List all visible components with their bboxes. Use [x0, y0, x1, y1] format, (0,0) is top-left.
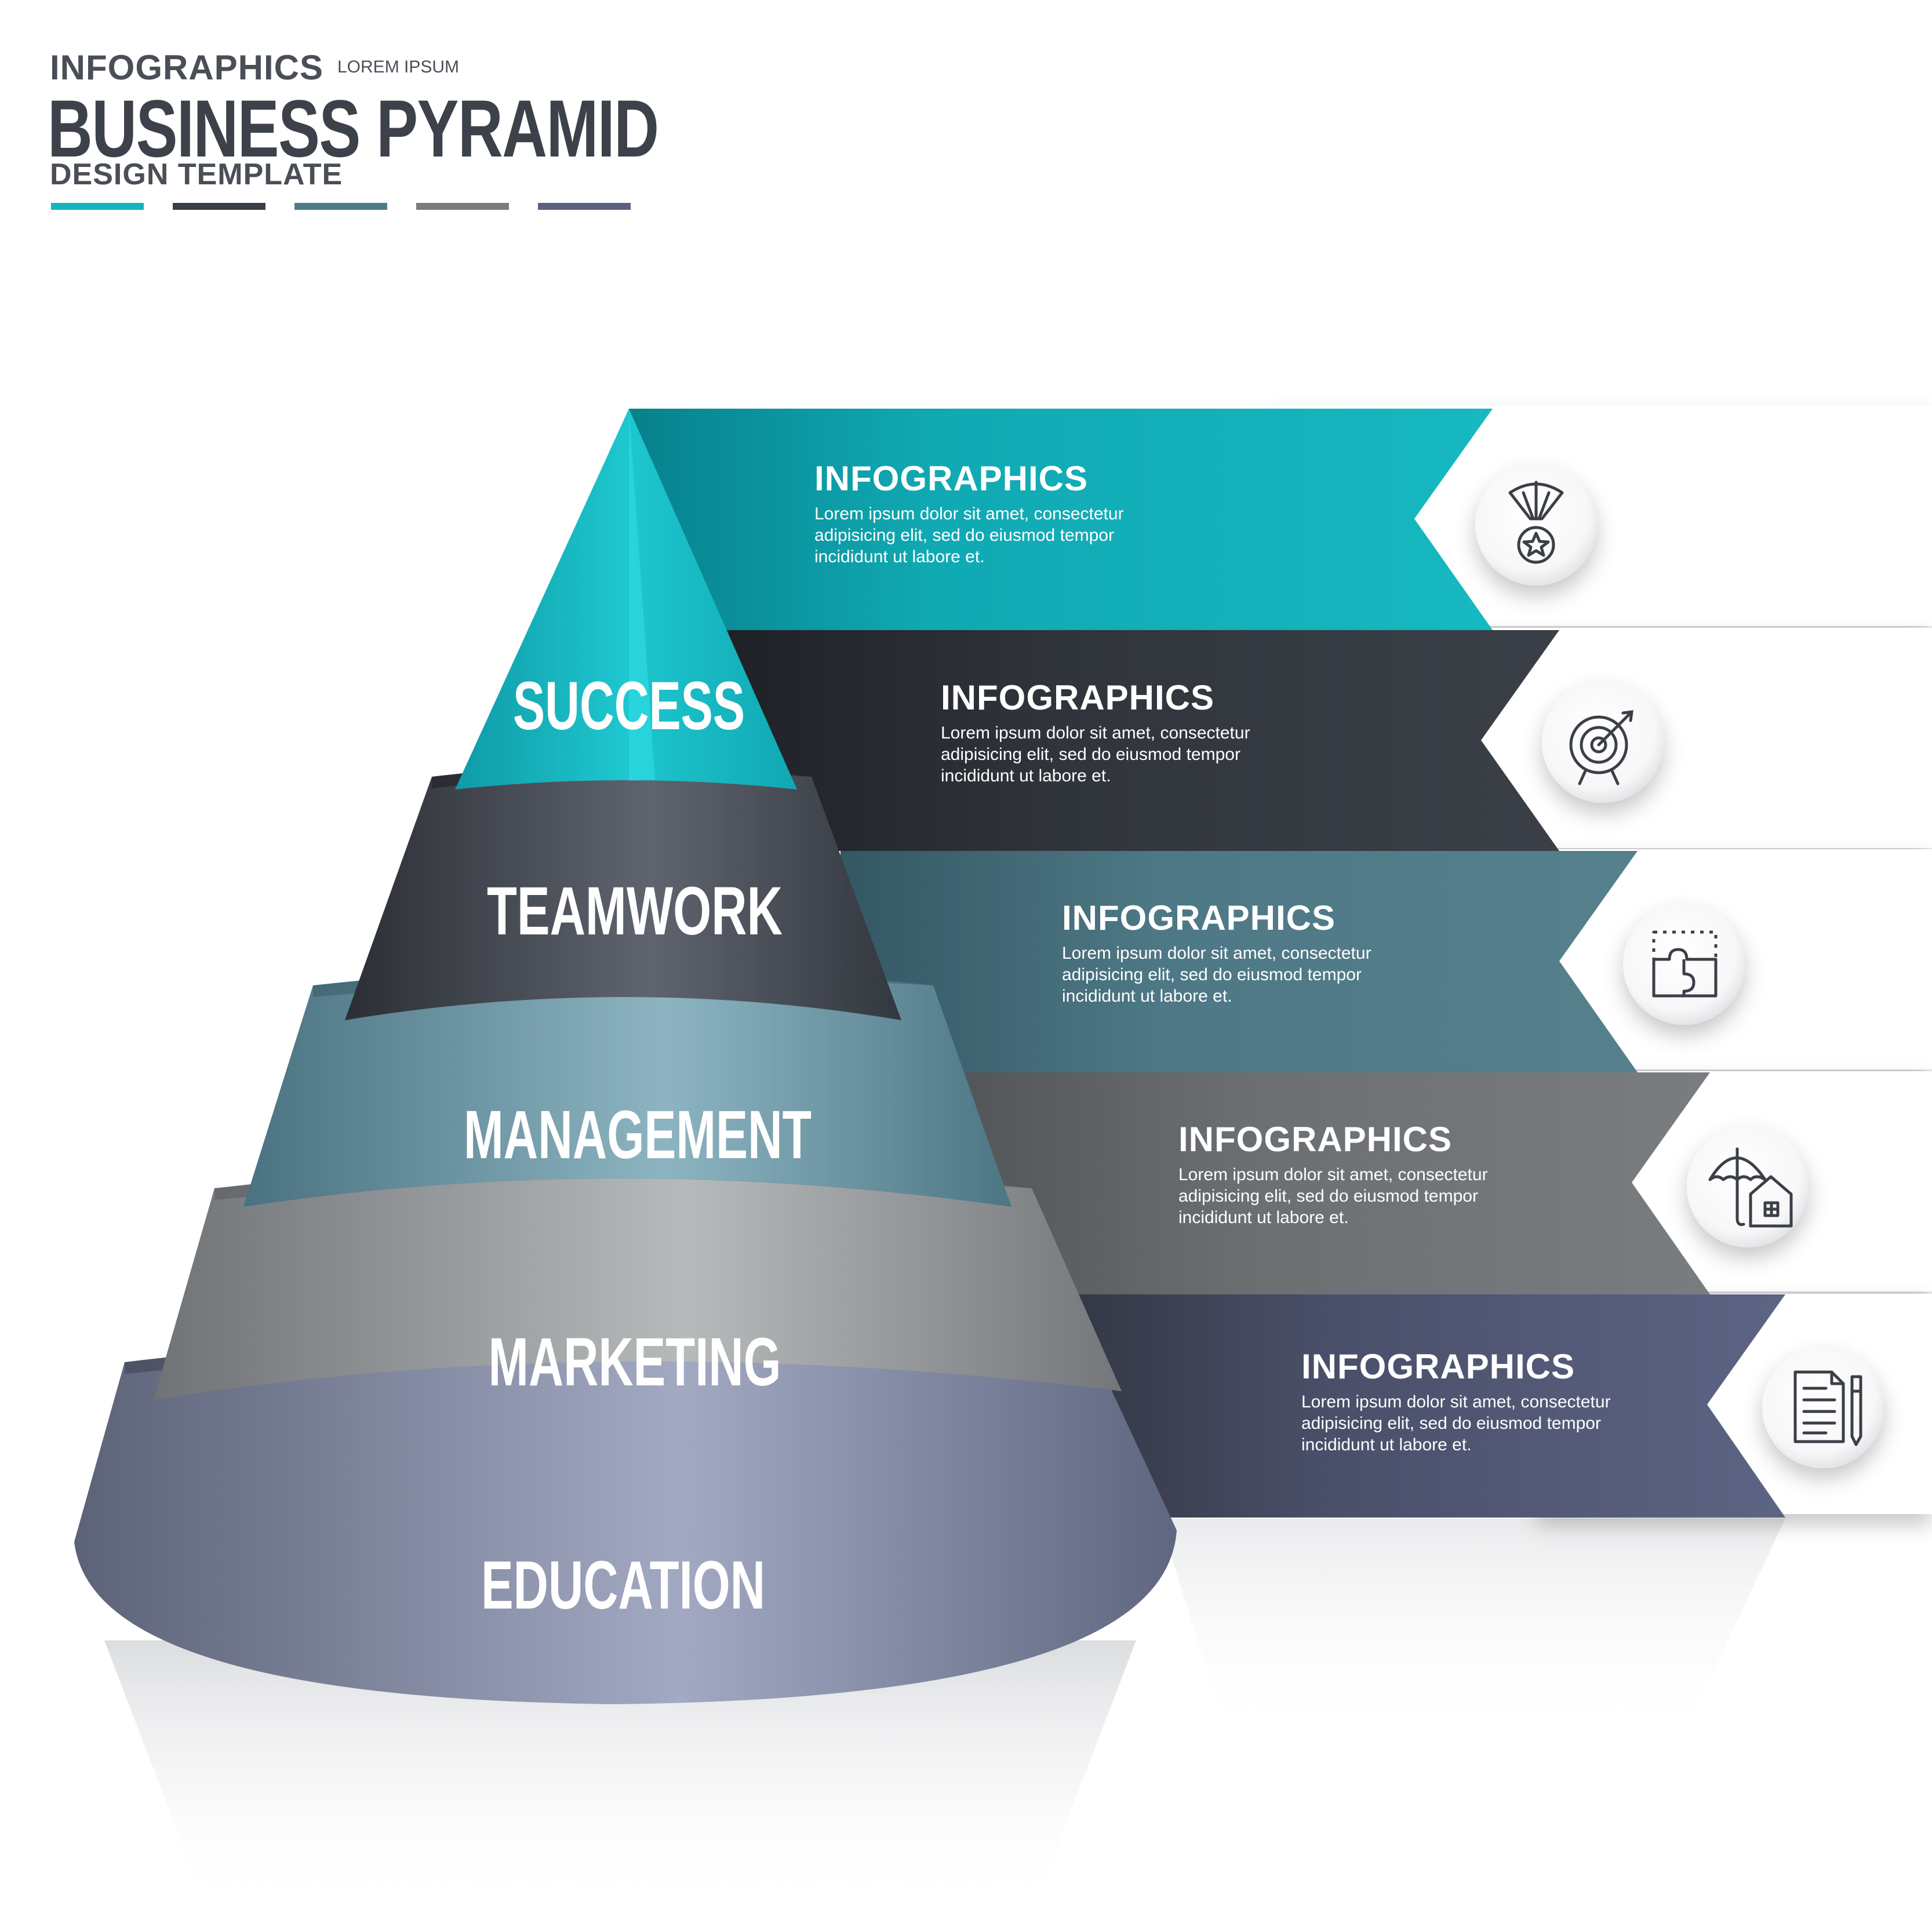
header-title: BUSINESS PYRAMID	[48, 83, 659, 174]
tier-2-label: TEAMWORK	[487, 873, 783, 949]
medal-icon	[1508, 481, 1564, 564]
panel-3-desc: Lorem ipsum dolor sit amet, consectetur …	[1062, 944, 1371, 1006]
panel-2-desc: Lorem ipsum dolor sit amet, consectetur …	[941, 723, 1250, 785]
panel-3-shape	[841, 851, 1638, 1072]
umbrella-house-icon	[1708, 1147, 1793, 1228]
panel-4-title: INFOGRAPHICS	[1178, 1120, 1453, 1159]
panel-3-title: INFOGRAPHICS	[1062, 898, 1336, 937]
panel-1-shape	[629, 409, 1493, 630]
panel-5-shape	[1032, 1294, 1785, 1518]
header-color-bar-3	[294, 203, 387, 210]
panel-5-text: INFOGRAPHICS Lorem ipsum dolor sit amet,…	[1301, 1346, 1661, 1456]
panel-2-text: INFOGRAPHICS Lorem ipsum dolor sit amet,…	[941, 677, 1300, 787]
header-color-bar-2	[173, 203, 265, 210]
panel-reflection	[1159, 1519, 1785, 1739]
panel-3-text: INFOGRAPHICS Lorem ipsum dolor sit amet,…	[1062, 897, 1421, 1007]
header-kicker: INFOGRAPHICS	[50, 48, 324, 87]
panel-1-title: INFOGRAPHICS	[814, 459, 1089, 498]
header-color-bar-5	[538, 203, 631, 210]
target-icon	[1569, 710, 1633, 785]
header-subtitle: DESIGN TEMPLATE	[50, 158, 343, 191]
tier-3-label: MANAGEMENT	[464, 1097, 812, 1173]
circle-4	[1687, 1126, 1809, 1247]
panel-1-desc: Lorem ipsum dolor sit amet, consectetur …	[814, 504, 1124, 566]
panel-5-title: INFOGRAPHICS	[1301, 1347, 1576, 1386]
panel-4-desc: Lorem ipsum dolor sit amet, consectetur …	[1178, 1165, 1488, 1227]
tier-5-label: EDUCATION	[481, 1547, 765, 1624]
circle-5	[1762, 1347, 1884, 1468]
document-pen-icon	[1793, 1370, 1862, 1446]
panel-5-desc: Lorem ipsum dolor sit amet, consectetur …	[1301, 1392, 1611, 1454]
panel-4-text: INFOGRAPHICS Lorem ipsum dolor sit amet,…	[1178, 1119, 1538, 1228]
tier-1-label: SUCCESS	[513, 668, 745, 744]
circle-1	[1475, 464, 1597, 585]
tier-4-label: MARKETING	[489, 1324, 781, 1400]
header-color-bar-4	[416, 203, 509, 210]
panel-2-title: INFOGRAPHICS	[941, 678, 1215, 717]
panel-2-shape	[722, 630, 1559, 851]
header-tag: LOREM IPSUM	[337, 57, 460, 77]
pyramid-reflection	[104, 1640, 1136, 1913]
puzzle-icon	[1652, 930, 1718, 998]
panel-1-text: INFOGRAPHICS Lorem ipsum dolor sit amet,…	[814, 458, 1174, 567]
panel-4-shape	[939, 1072, 1710, 1294]
tier-1-success	[455, 409, 797, 789]
header-color-bar-1	[51, 203, 144, 210]
